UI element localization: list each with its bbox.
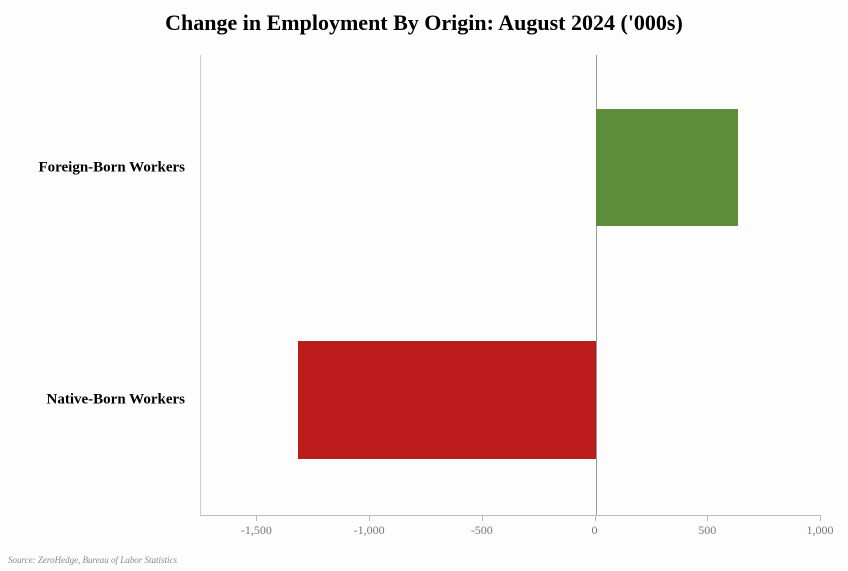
x-tick-label: -500 — [471, 523, 493, 538]
x-tick — [595, 515, 596, 521]
plot-area — [200, 55, 821, 516]
employment-chart: Change in Employment By Origin: August 2… — [0, 0, 848, 571]
y-axis-label: Foreign-Born Workers — [0, 159, 185, 176]
x-tick-label: -1,500 — [241, 523, 272, 538]
x-tick-label: -1,000 — [354, 523, 385, 538]
x-tick-label: 1,000 — [807, 523, 834, 538]
chart-title: Change in Employment By Origin: August 2… — [0, 10, 848, 36]
x-tick — [482, 515, 483, 521]
bar — [298, 341, 596, 458]
x-tick-label: 500 — [698, 523, 716, 538]
bar — [596, 109, 738, 226]
x-tick — [256, 515, 257, 521]
x-tick — [820, 515, 821, 521]
x-tick-label: 0 — [592, 523, 598, 538]
x-tick — [369, 515, 370, 521]
source-attribution: Source: ZeroHedge, Bureau of Labor Stati… — [8, 555, 177, 565]
y-axis-label: Native-Born Workers — [0, 392, 185, 409]
x-tick — [707, 515, 708, 521]
